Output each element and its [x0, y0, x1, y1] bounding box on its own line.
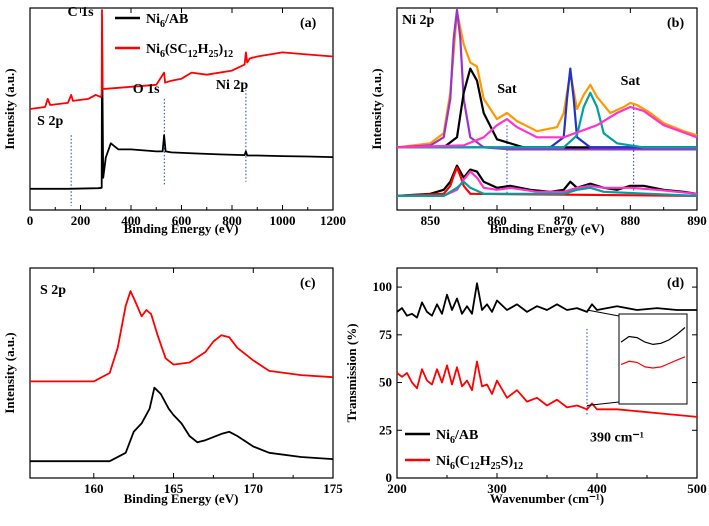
panel-d-label: (d)	[667, 276, 684, 291]
legend-d-item-2: Ni6(C12H25S)12	[436, 454, 523, 472]
inset-pointer	[586, 401, 620, 406]
x-tick-label: 800	[222, 213, 242, 228]
x-tick-label: 860	[487, 213, 507, 228]
panel-a-xlabel: Binding Energy (eV)	[124, 221, 239, 236]
x-tick-label: 850	[421, 213, 441, 228]
legend-a-item-2: Ni6(SC12H25)12	[146, 42, 233, 60]
x-tick-label: 600	[172, 213, 192, 228]
x-tick-label: 400	[121, 213, 141, 228]
x-tick-label: 880	[621, 213, 641, 228]
x-tick-label: 890	[687, 213, 707, 228]
x-tick-label: 200	[71, 213, 91, 228]
y-tick-label: 25	[379, 422, 393, 437]
y-tick-label: 0	[386, 470, 393, 485]
inset-series	[620, 327, 686, 346]
panel-b-label: (b)	[667, 16, 684, 31]
annotation: 390 cm⁻¹	[590, 431, 644, 446]
panel-b-frame	[396, 7, 698, 211]
x-tick-label: 170	[244, 481, 264, 496]
inset-series	[620, 356, 686, 369]
y-tick-label: 100	[373, 279, 393, 294]
series-line	[396, 360, 698, 418]
series-line	[30, 290, 334, 383]
annotation: O 1s	[133, 82, 160, 97]
panel-c: 160 165 170 175	[30, 268, 343, 496]
x-tick-label: 870	[554, 213, 574, 228]
annotation: Sat	[621, 74, 641, 89]
panel-a-legend: Ni6/AB Ni6(SC12H25)12	[115, 12, 233, 60]
series-line	[397, 91, 697, 149]
series-line	[396, 166, 698, 197]
x-tick-label: 175	[323, 481, 343, 496]
series-line	[397, 170, 698, 197]
panel-b-xlabel: Binding Energy (eV)	[490, 221, 605, 236]
x-tick-label: 1200	[320, 213, 346, 228]
series-line	[396, 8, 697, 151]
annotation: S 2p	[37, 114, 63, 129]
series-line	[397, 180, 698, 197]
panel-a: 0 200 400 600 800 1000 1200 C 1s O 1s S 2p Ni 2p	[27, 5, 346, 228]
panel-b-title: Ni 2p	[402, 13, 435, 28]
y-tick-label: 50	[379, 375, 392, 390]
panel-a-label: (a)	[300, 16, 317, 31]
panel-a-ylabel: Intensity (a.u.)	[2, 68, 17, 149]
y-tick-label: 75	[379, 327, 393, 342]
x-tick-label: 400	[587, 481, 607, 496]
series-line	[396, 282, 697, 319]
panel-b: 850 860 870 880 890 Sat Sat	[396, 8, 707, 228]
x-tick-label: 165	[164, 481, 184, 496]
series-line	[396, 105, 698, 149]
x-tick-label: 300	[487, 481, 507, 496]
panel-c-frame	[29, 267, 334, 479]
panel-d-legend: Ni6/AB Ni6(C12H25S)12	[405, 428, 523, 472]
panel-c-xlabel: Binding Energy (eV)	[124, 491, 239, 506]
panel-c-title: S 2p	[40, 283, 66, 298]
panel-d-xlabel: Wavenumber (cm⁻¹)	[490, 491, 604, 506]
panel-c-ylabel: Intensity (a.u.)	[2, 332, 17, 413]
x-tick-label: 500	[687, 481, 707, 496]
series-line	[396, 10, 698, 149]
x-tick-label: 1000	[270, 213, 296, 228]
inset-frame	[618, 313, 688, 405]
series-line	[397, 67, 697, 149]
legend-d-item-1: Ni6/AB	[436, 428, 478, 446]
annotation: Ni 2p	[216, 78, 249, 93]
x-tick-label: 160	[84, 481, 104, 496]
panel-b-ylabel: Intensity (a.u.)	[369, 68, 384, 149]
panel-c-label: (c)	[300, 276, 316, 291]
x-tick-label: 0	[27, 213, 34, 228]
x-tick-label: 200	[387, 481, 407, 496]
panel-d-ylabel: Transmission (%)	[344, 323, 359, 422]
series-line	[29, 9, 334, 110]
annotation: Sat	[497, 82, 517, 97]
panel-d: 200 300 400 500 0 25 50 75 100 390 cm⁻¹	[373, 268, 707, 496]
inset-pointer	[586, 309, 620, 317]
annotation: C 1s	[67, 5, 94, 20]
series-line	[30, 386, 334, 463]
legend-a-item-1: Ni6/AB	[146, 12, 188, 30]
panel-a-frame	[29, 7, 334, 211]
